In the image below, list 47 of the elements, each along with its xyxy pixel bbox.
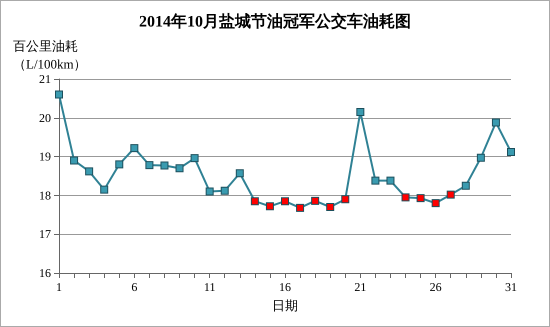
point xyxy=(220,186,229,195)
point xyxy=(416,194,425,202)
y-tick-label: 18 xyxy=(39,188,51,202)
point xyxy=(446,190,455,199)
point xyxy=(190,154,199,162)
point xyxy=(507,148,515,156)
point xyxy=(176,164,184,172)
point xyxy=(266,202,274,210)
x-tick-label: 16 xyxy=(279,280,291,294)
point xyxy=(70,156,78,164)
point xyxy=(115,160,124,168)
point xyxy=(341,195,350,204)
point xyxy=(145,161,154,170)
point xyxy=(311,196,320,205)
x-axis-title: 日期 xyxy=(272,298,298,313)
point xyxy=(402,193,410,202)
x-tick-label: 1 xyxy=(56,280,62,294)
point xyxy=(432,199,440,208)
chart-title: 2014年10月盐城节油冠军公交车油耗图 xyxy=(139,12,411,30)
y-axis-title: 百公里油耗（L/100km） xyxy=(13,38,87,72)
y-tick-label: 16 xyxy=(39,266,51,280)
x-tick-label: 6 xyxy=(131,280,138,294)
y-tick-label: 20 xyxy=(39,110,51,125)
y-tick-label: 17 xyxy=(39,227,51,242)
x-tick-label: 21 xyxy=(354,280,366,294)
point xyxy=(356,108,364,116)
x-tick-label: 26 xyxy=(430,280,442,294)
point xyxy=(206,188,214,196)
point xyxy=(462,182,470,190)
point xyxy=(371,176,380,185)
point xyxy=(55,90,63,99)
y-tick-label: 21 xyxy=(39,72,51,86)
point xyxy=(236,169,244,178)
point xyxy=(476,154,485,162)
point xyxy=(130,144,138,152)
point xyxy=(386,176,394,185)
point xyxy=(326,203,334,212)
point xyxy=(160,162,168,170)
point xyxy=(85,167,94,176)
point xyxy=(250,197,259,206)
point xyxy=(100,186,108,194)
y-tick-label: 19 xyxy=(39,150,51,164)
x-tick-label: 31 xyxy=(505,280,517,294)
point xyxy=(492,118,500,126)
x-tick-label: 11 xyxy=(204,280,216,294)
point xyxy=(281,197,289,206)
point xyxy=(296,204,304,212)
